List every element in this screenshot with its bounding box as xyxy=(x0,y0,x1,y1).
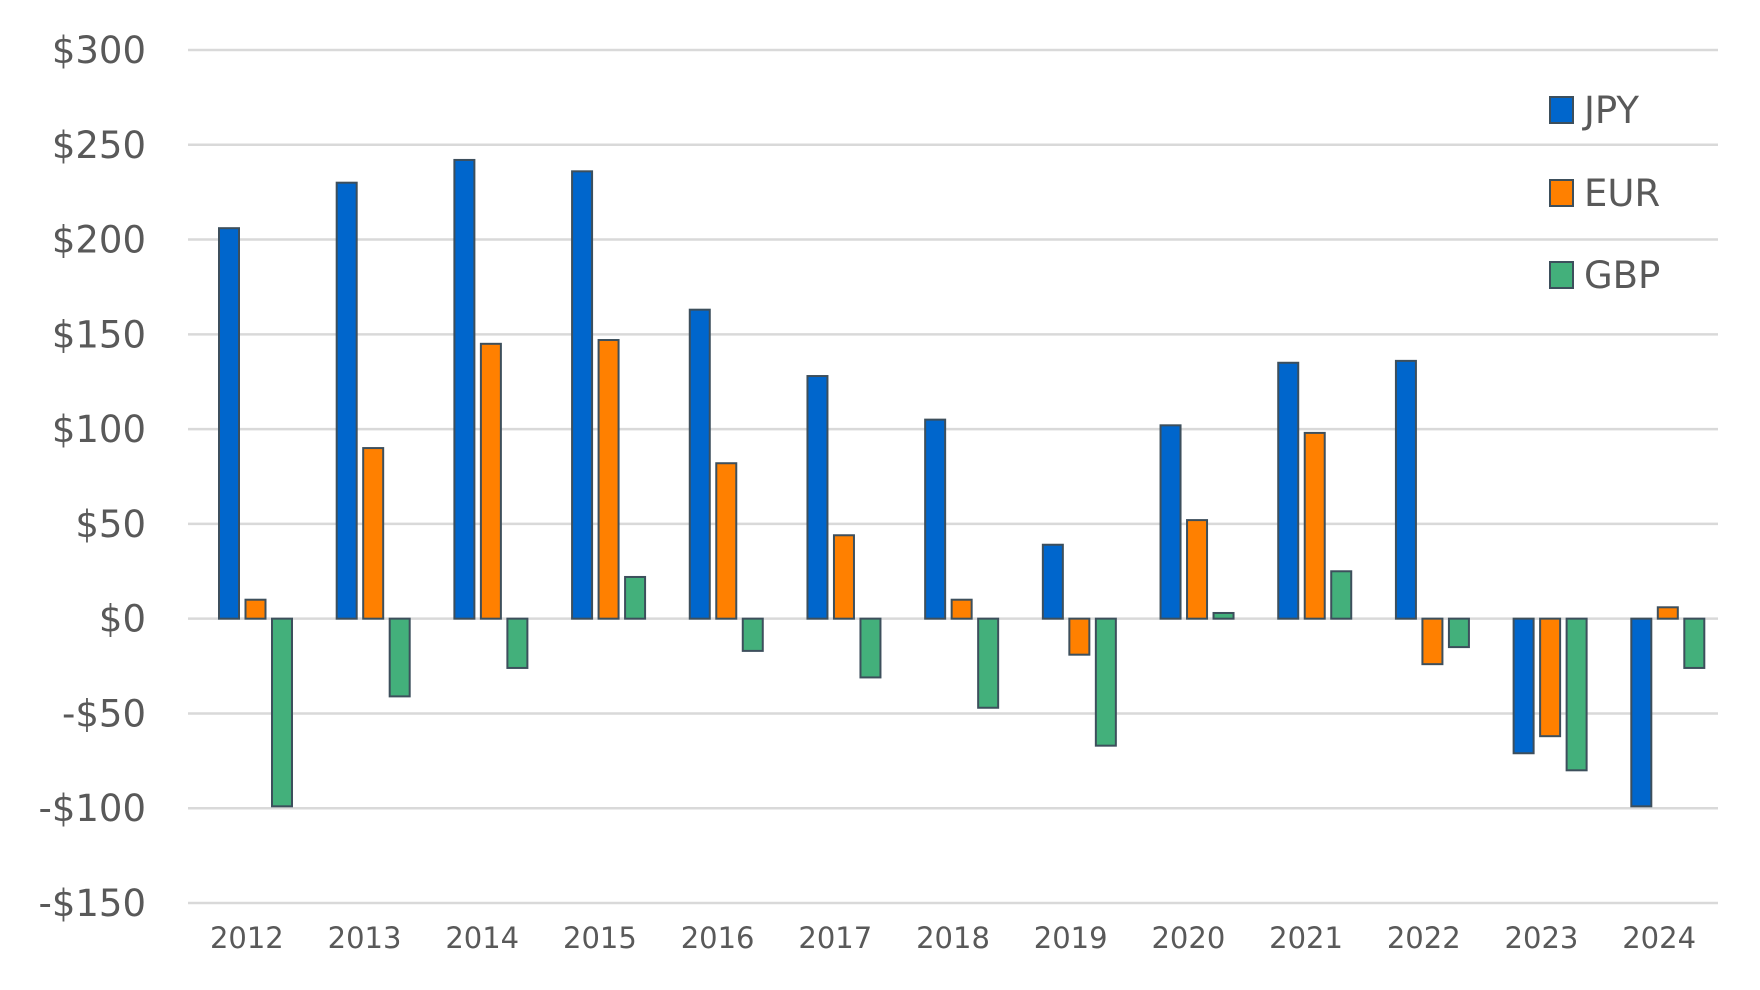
bar-eur-2015 xyxy=(597,339,620,620)
legend-label-eur: EUR xyxy=(1584,172,1660,215)
bar-jpy-2018 xyxy=(924,418,947,620)
y-tick-label: $100 xyxy=(52,408,146,451)
x-tick-label: 2021 xyxy=(1269,921,1343,955)
y-tick-label: -$150 xyxy=(38,882,146,925)
x-tick-label: 2012 xyxy=(210,921,284,955)
legend-swatch-eur xyxy=(1549,179,1574,207)
bar-gbp-2013 xyxy=(388,617,411,698)
bar-eur-2018 xyxy=(950,598,973,620)
legend-swatch-gbp xyxy=(1549,261,1574,289)
bar-jpy-2012 xyxy=(218,227,240,620)
x-tick-label: 2022 xyxy=(1387,921,1461,955)
x-tick-label: 2020 xyxy=(1151,921,1225,955)
bar-gbp-2022 xyxy=(1447,617,1470,649)
x-tick-label: 2024 xyxy=(1622,921,1696,955)
legend-label-jpy: JPY xyxy=(1582,89,1639,132)
bar-eur-2019 xyxy=(1068,617,1091,656)
x-tick-label: 2017 xyxy=(798,921,872,955)
x-tick-label: 2013 xyxy=(328,921,402,955)
bar-jpy-2015 xyxy=(571,170,594,620)
y-tick-label: $50 xyxy=(75,503,146,546)
bar-eur-2021 xyxy=(1303,431,1326,620)
bar-jpy-2022 xyxy=(1394,359,1417,620)
bar-jpy-2016 xyxy=(688,308,711,620)
y-tick-label: $0 xyxy=(99,598,146,641)
y-axis-ticks: $300 $250 $200 $150 $100 $50 $0 -$50 -$100 -$150 xyxy=(38,29,146,925)
x-tick-label: 2023 xyxy=(1505,921,1579,955)
bar-jpy-2013 xyxy=(335,181,358,620)
bar-jpy-2021 xyxy=(1277,361,1300,620)
x-tick-label: 2016 xyxy=(681,921,755,955)
x-axis-ticks: 2012 2013 2014 2015 2016 2017 2018 2019 2020 2021… xyxy=(210,921,1696,955)
bar-gbp-2021 xyxy=(1330,570,1353,620)
y-tick-label: $250 xyxy=(52,124,146,167)
bar-gbp-2018 xyxy=(977,617,1000,709)
bar-eur-2020 xyxy=(1186,519,1209,620)
legend-swatch-jpy xyxy=(1549,96,1574,124)
bar-eur-2013 xyxy=(362,447,385,620)
bar-gbp-2024 xyxy=(1683,617,1706,669)
x-tick-label: 2018 xyxy=(916,921,990,955)
bar-eur-2017 xyxy=(832,534,855,620)
y-tick-label: -$50 xyxy=(62,692,146,735)
bar-gbp-2023 xyxy=(1565,617,1588,772)
bar-jpy-2024 xyxy=(1630,617,1653,808)
bar-gbp-2015 xyxy=(624,575,647,620)
bar-eur-2023 xyxy=(1539,617,1562,738)
bar-eur-2024 xyxy=(1656,606,1679,620)
y-tick-label: -$100 xyxy=(38,787,146,830)
bar-gbp-2017 xyxy=(859,617,882,679)
bar-gbp-2020 xyxy=(1212,611,1235,620)
bar-eur-2014 xyxy=(479,342,502,620)
bar-jpy-2019 xyxy=(1041,543,1064,620)
bar-jpy-2023 xyxy=(1512,617,1535,755)
grid-lines xyxy=(188,48,1718,905)
x-tick-label: 2015 xyxy=(563,921,637,955)
bars xyxy=(218,158,1706,808)
bar-gbp-2014 xyxy=(506,617,529,669)
y-tick-label: $200 xyxy=(52,219,146,262)
legend-label-gbp: GBP xyxy=(1584,254,1660,297)
x-tick-label: 2019 xyxy=(1034,921,1108,955)
bar-gbp-2016 xyxy=(741,617,764,652)
bar-gbp-2019 xyxy=(1094,617,1117,747)
y-tick-label: $150 xyxy=(52,313,146,356)
bar-gbp-2012 xyxy=(271,617,293,808)
x-tick-label: 2014 xyxy=(445,921,519,955)
y-tick-label: $300 xyxy=(52,29,146,72)
bar-jpy-2020 xyxy=(1159,424,1182,620)
bar-eur-2012 xyxy=(244,598,267,620)
legend: JPY EUR GBP xyxy=(1549,89,1660,297)
bar-eur-2022 xyxy=(1421,617,1444,666)
bar-eur-2016 xyxy=(715,462,738,620)
bar-jpy-2017 xyxy=(806,375,829,620)
bar-jpy-2014 xyxy=(453,158,476,620)
